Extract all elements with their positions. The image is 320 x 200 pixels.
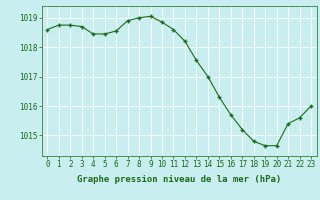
X-axis label: Graphe pression niveau de la mer (hPa): Graphe pression niveau de la mer (hPa) xyxy=(77,175,281,184)
